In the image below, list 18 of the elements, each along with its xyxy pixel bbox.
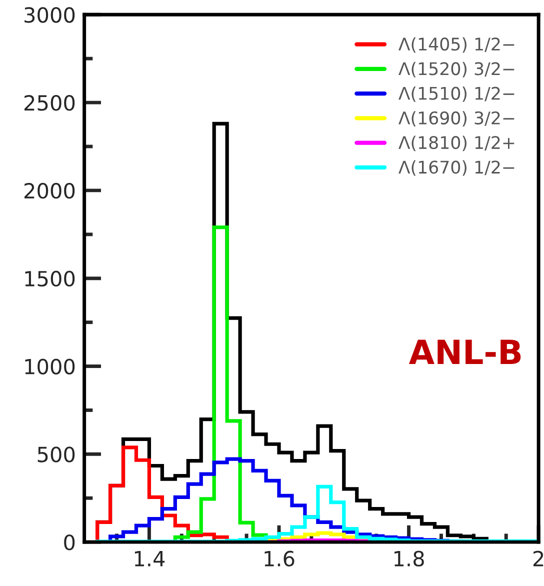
y-tick-label: 2500 — [24, 95, 75, 111]
annotation: ANL-B — [408, 340, 521, 364]
y-tick-label: 2000 — [24, 182, 75, 199]
x-tick-label: 1.4 — [134, 551, 165, 566]
y-tick-label: 0 — [64, 534, 75, 550]
legend-label: Λ(1810) 1/2+ — [398, 136, 514, 152]
legend-label: Λ(1670) 1/2− — [398, 160, 514, 176]
y-tick-label: 1000 — [25, 358, 75, 374]
y-tick-label: 3000 — [24, 7, 75, 23]
x-tick-label: 1.6 — [264, 550, 294, 567]
x-tick-label: 1.8 — [394, 550, 424, 567]
legend-label: Λ(1690) 3/2− — [398, 111, 514, 127]
x-tick-label: 2 — [533, 550, 544, 566]
y-tick-label: 1500 — [25, 270, 75, 287]
legend-label: Λ(1405) 1/2− — [398, 37, 514, 53]
legend-label: Λ(1520) 3/2− — [398, 62, 514, 78]
y-tick-label: 500 — [38, 446, 75, 462]
legend-label: Λ(1510) 1/2− — [398, 86, 514, 102]
